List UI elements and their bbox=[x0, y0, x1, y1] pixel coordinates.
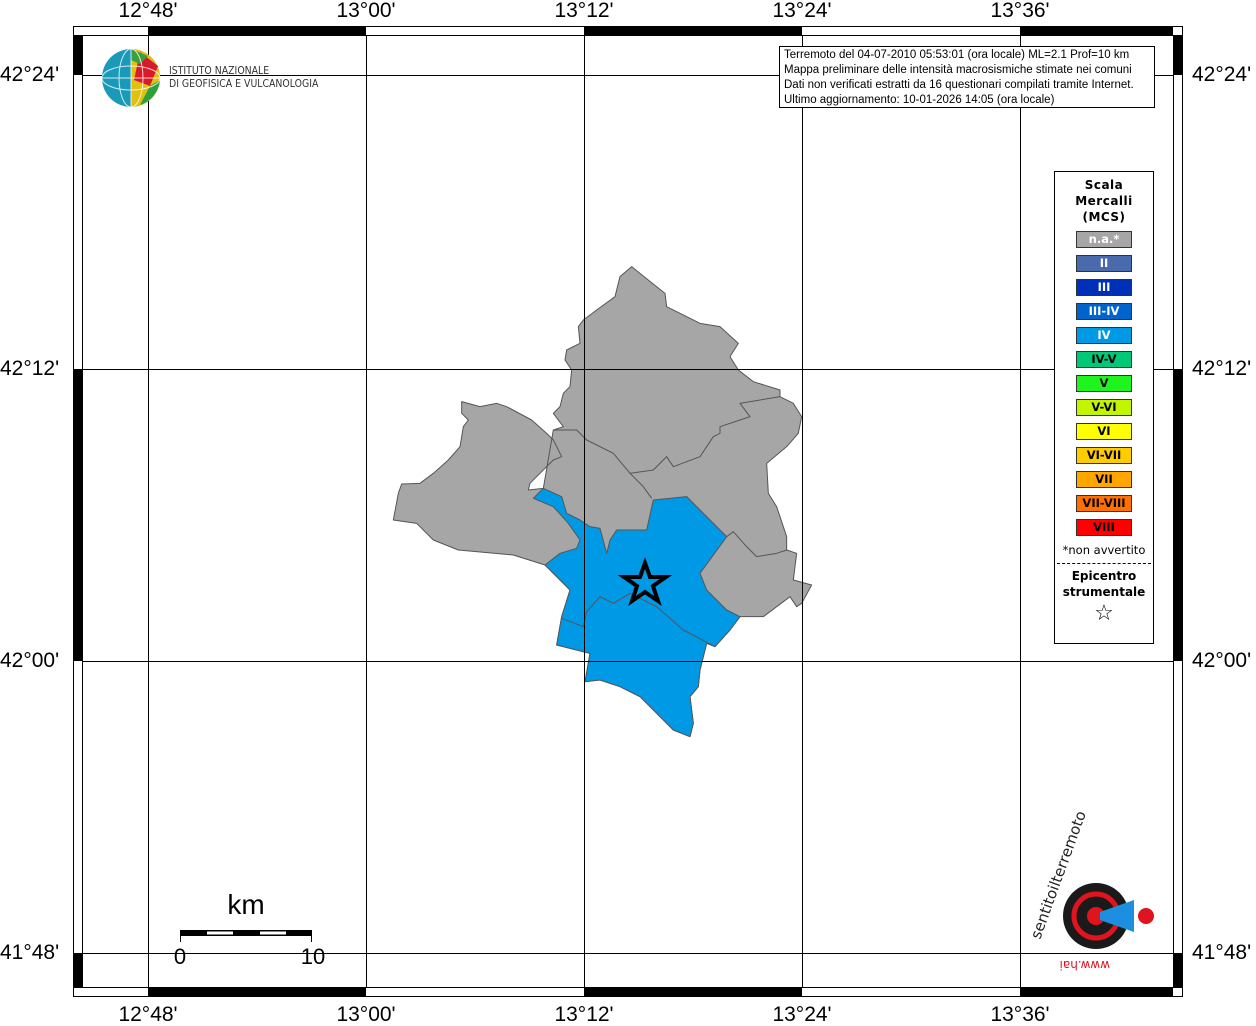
legend-title-line: Scala bbox=[1084, 178, 1124, 192]
info-line: Mappa preliminare delle intensità macros… bbox=[784, 64, 1132, 76]
scale-end: 10 bbox=[300, 944, 326, 969]
bottom-tick-label: 13°36' bbox=[990, 1003, 1050, 1026]
ingv-line: DI GEOFISICA E VULCANOLOGIA bbox=[169, 77, 319, 90]
top-tick-label: 13°36' bbox=[990, 0, 1050, 22]
legend-swatch: VI bbox=[1076, 423, 1132, 440]
info-line: Ultimo aggiornamento: 10-01-2026 14:05 (… bbox=[784, 94, 1055, 106]
ingv-logo-icon bbox=[101, 48, 161, 108]
legend-swatch: III bbox=[1076, 279, 1132, 296]
legend-swatch: IV-V bbox=[1076, 351, 1132, 368]
svg-text:www.hai: www.hai bbox=[1060, 958, 1110, 972]
epicenter-star-icon bbox=[617, 557, 673, 607]
ingv-line: ISTITUTO NAZIONALE bbox=[169, 64, 270, 77]
legend-swatch: II bbox=[1076, 255, 1132, 272]
info-line: Terremoto del 04-07-2010 05:53:01 (ora l… bbox=[784, 49, 1130, 61]
legend-divider bbox=[1057, 563, 1151, 564]
legend-star-icon: ☆ bbox=[1094, 601, 1114, 626]
top-tick-label: 13°12' bbox=[554, 0, 614, 22]
legend-swatch: VII bbox=[1076, 471, 1132, 488]
ingv-logo-text: ISTITUTO NAZIONALE DI GEOFISICA E VULCAN… bbox=[169, 64, 318, 90]
right-tick-label: 42°12' bbox=[1192, 357, 1252, 380]
top-tick-label: 13°24' bbox=[772, 0, 832, 22]
legend-swatch: III-IV bbox=[1076, 303, 1132, 320]
epicenter-line: Epicentro bbox=[1071, 569, 1137, 583]
top-tick-label: 12°48' bbox=[118, 0, 178, 22]
legend-swatch: V-VI bbox=[1076, 399, 1132, 416]
left-tick-label: 42°00' bbox=[0, 649, 60, 672]
bottom-tick-label: 13°12' bbox=[554, 1003, 614, 1026]
legend-title: Scala Mercalli (MCS) bbox=[1055, 177, 1153, 225]
legend-swatch: VII-VIII bbox=[1076, 495, 1132, 512]
scale-bar bbox=[180, 930, 312, 942]
mcs-legend: Scala Mercalli (MCS) n.a.* II III III-IV IV I… bbox=[1054, 171, 1154, 644]
top-tick-label: 13°00' bbox=[336, 0, 396, 22]
map-frame-border bbox=[74, 27, 1182, 996]
legend-swatch: IV bbox=[1076, 327, 1132, 344]
legend-swatch: VIII bbox=[1076, 519, 1132, 536]
legend-swatch: V bbox=[1076, 375, 1132, 392]
legend-swatch: n.a.* bbox=[1076, 231, 1132, 248]
legend-title-line: (MCS) bbox=[1082, 210, 1126, 224]
scale-unit: km bbox=[227, 889, 265, 920]
left-tick-label: 42°24' bbox=[0, 63, 60, 86]
legend-epicenter-label: Epicentro strumentale bbox=[1055, 568, 1153, 600]
right-tick-label: 42°24' bbox=[1192, 63, 1252, 86]
legend-title-line: Mercalli bbox=[1075, 194, 1133, 208]
legend-note: *non avvertito bbox=[1062, 543, 1146, 557]
right-tick-label: 42°00' bbox=[1192, 649, 1252, 672]
scale-start: 0 bbox=[173, 944, 187, 969]
left-tick-label: 41°48' bbox=[0, 941, 60, 964]
left-tick-label: 42°12' bbox=[0, 357, 60, 380]
legend-swatch: VI-VII bbox=[1076, 447, 1132, 464]
epicenter-line: strumentale bbox=[1062, 585, 1146, 599]
event-info-box: Terremoto del 04-07-2010 05:53:01 (ora l… bbox=[779, 46, 1155, 108]
bottom-tick-label: 13°00' bbox=[336, 1003, 396, 1026]
bottom-tick-label: 13°24' bbox=[772, 1003, 832, 1026]
right-tick-label: 41°48' bbox=[1192, 941, 1252, 964]
info-line: Dati non verificati estratti da 16 quest… bbox=[784, 79, 1134, 91]
bottom-tick-label: 12°48' bbox=[118, 1003, 178, 1026]
